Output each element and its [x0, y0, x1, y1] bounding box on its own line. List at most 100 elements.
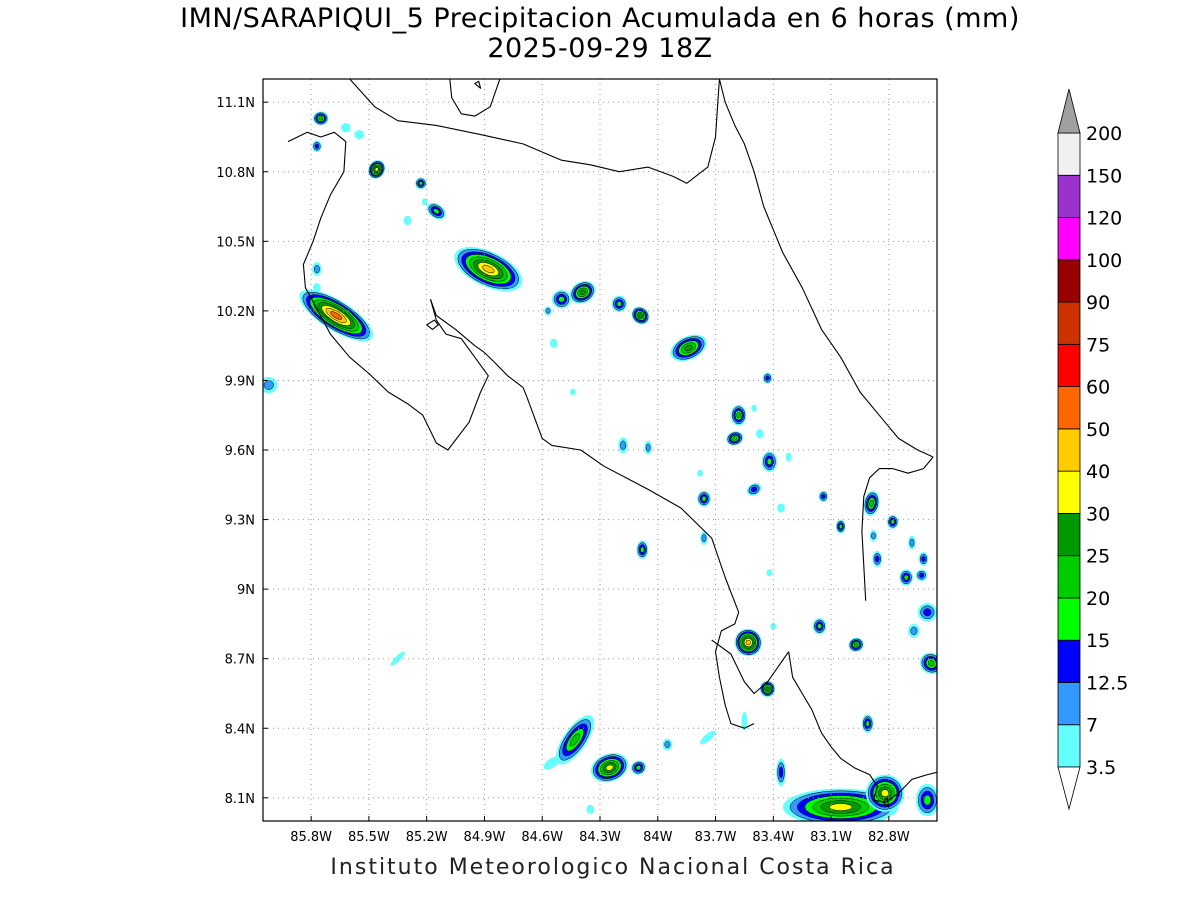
rain-cell — [785, 452, 792, 462]
rain-cell — [872, 550, 883, 568]
rain-field — [263, 111, 937, 821]
colorbar-label: 25 — [1086, 546, 1110, 568]
rain-contour-level — [579, 289, 586, 296]
rain-cell — [697, 469, 704, 477]
rain-cell — [777, 503, 785, 513]
rain-contour-level — [701, 495, 707, 502]
colorbar-label: 90 — [1086, 292, 1110, 314]
rain-contour-level — [777, 503, 785, 513]
rain-contour-level — [684, 344, 693, 352]
rain-contour-level — [314, 143, 320, 149]
lon-tick-label: 85.8W — [290, 830, 332, 845]
rain-contour-level — [741, 712, 748, 731]
map-subtitle-datetime: 2025-09-29 18Z — [487, 33, 713, 64]
rain-contour-level — [903, 574, 909, 581]
rain-contour-level — [732, 436, 738, 441]
lon-tick-label: 84.9W — [464, 830, 506, 845]
rain-contour-level — [909, 538, 915, 547]
color-legend: 3.5 7 12.5 15 20 25 30 40 50 60 75 90 100 120 150 200 — [1057, 88, 1128, 811]
rain-cell — [590, 753, 629, 783]
rain-cell — [630, 760, 647, 775]
rain-contour-level — [433, 208, 440, 214]
colorbar-bin — [1057, 301, 1081, 345]
rain-cell — [770, 622, 777, 630]
colorbar-bin — [1057, 724, 1081, 768]
colorbar-top-arrow — [1057, 88, 1081, 134]
rain-contour-level — [829, 803, 853, 811]
rain-contour-level — [390, 651, 405, 666]
colorbar-bin — [1057, 217, 1081, 261]
rain-contour-level — [543, 756, 561, 770]
lat-tick-label: 10.8N — [216, 166, 255, 181]
lat-tick-label: 10.2N — [216, 305, 255, 320]
rain-cell — [908, 535, 916, 550]
rain-cell — [569, 281, 596, 304]
colorbar-bin — [1057, 513, 1081, 557]
rain-contour-level — [817, 623, 822, 629]
rain-contour-level — [330, 311, 343, 320]
rain-cell — [908, 623, 920, 638]
island-outline — [882, 797, 890, 808]
coastlines — [287, 79, 937, 808]
rain-cell — [776, 758, 786, 787]
coastline — [287, 131, 489, 451]
rain-cell — [551, 290, 572, 309]
colorbar-bin — [1057, 597, 1081, 641]
coastline-bay — [711, 639, 790, 695]
colorbar-label: 50 — [1086, 419, 1110, 441]
coastline-bay — [429, 299, 528, 397]
colorbar-label: 100 — [1086, 250, 1122, 272]
rain-contour-level — [318, 116, 323, 121]
coastline — [788, 651, 937, 803]
rain-cell — [869, 529, 878, 542]
lat-tick-label: 8.4N — [225, 722, 255, 737]
colorbar-bin — [1057, 682, 1081, 726]
rain-cell — [861, 714, 874, 733]
rain-cell — [313, 111, 329, 126]
rain-contour-level — [482, 265, 495, 274]
rain-cell — [755, 429, 764, 439]
rain-contour-level — [910, 626, 918, 635]
rain-cell — [312, 262, 322, 277]
rain-contour-level — [549, 338, 558, 348]
rain-contour-level — [645, 443, 651, 452]
rain-contour-level — [853, 642, 859, 647]
rain-contour-level — [586, 804, 595, 815]
rain-contour-level — [354, 130, 365, 140]
rain-contour-level — [638, 313, 643, 318]
lon-tick-label: 85.5W — [348, 830, 390, 845]
colorbar-label: 200 — [1086, 123, 1122, 145]
rain-contour-level — [697, 469, 704, 477]
rain-contour-level — [871, 532, 876, 540]
rain-contour-level — [778, 766, 784, 779]
rain-cell — [636, 540, 649, 559]
lat-tick-label: 9N — [237, 583, 255, 598]
rain-contour-level — [620, 440, 627, 451]
lat-tick-label: 9.3N — [225, 514, 255, 529]
rain-cell — [644, 440, 652, 455]
lat-tick-label: 11.1N — [216, 96, 255, 111]
axis-labels: 85.8W 85.5W 85.2W 84.9W 84.6W 84.3W 84W 83.7W 83… — [216, 96, 910, 845]
rain-contour-level — [605, 764, 614, 771]
lat-tick-label: 8.7N — [225, 653, 255, 668]
rain-contour-level — [919, 572, 925, 578]
rain-cell — [415, 177, 427, 190]
rain-contour-level — [421, 198, 428, 206]
coastline — [526, 396, 755, 729]
rain-cell — [915, 783, 937, 817]
colorbar-bin — [1057, 555, 1081, 599]
rain-cell — [390, 651, 405, 666]
lon-tick-label: 84W — [643, 830, 673, 845]
rain-cell — [762, 372, 773, 384]
colorbar-bin — [1057, 428, 1081, 472]
rain-cell — [670, 334, 707, 362]
rain-cell — [421, 198, 428, 206]
rain-contour-level — [635, 765, 642, 771]
rain-contour-level — [921, 555, 926, 562]
rain-cell — [543, 756, 561, 770]
rain-contour-level — [745, 639, 751, 646]
rain-cell — [611, 295, 627, 313]
rain-cell — [354, 130, 365, 140]
rain-cell — [403, 215, 412, 226]
colorbar-label: 150 — [1086, 165, 1122, 187]
